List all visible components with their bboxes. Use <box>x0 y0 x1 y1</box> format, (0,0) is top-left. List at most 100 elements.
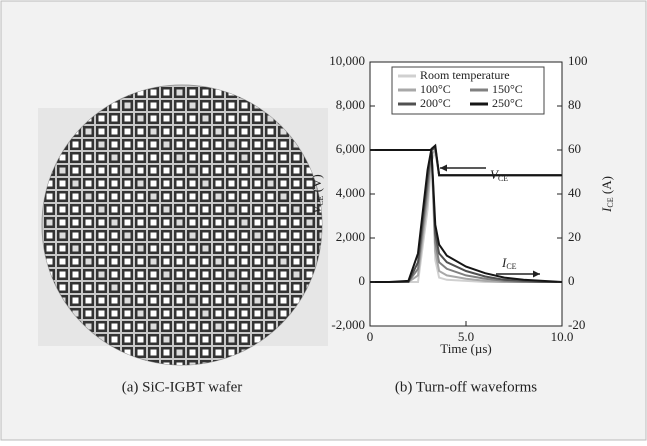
chip-core <box>189 89 196 96</box>
chip-core <box>176 258 183 265</box>
y-axis-label: VCE (V) <box>309 174 325 213</box>
chip-core <box>150 297 157 304</box>
chip-core <box>215 180 222 187</box>
chip-core <box>137 310 144 317</box>
chip-core <box>98 297 105 304</box>
arrowhead <box>440 164 447 172</box>
chip-core <box>163 323 170 330</box>
chip-core <box>228 245 235 252</box>
chip-core <box>241 193 248 200</box>
chip-core <box>202 297 209 304</box>
chip-core <box>241 141 248 148</box>
chip-core <box>215 206 222 213</box>
chip-core <box>163 271 170 278</box>
chip-core <box>202 271 209 278</box>
chip-core <box>215 154 222 161</box>
chip-core <box>124 102 131 109</box>
chip-core <box>241 154 248 161</box>
chip-core <box>72 167 79 174</box>
legend-label: Room temperature <box>420 68 510 82</box>
chip-core <box>163 219 170 226</box>
chip-core <box>176 297 183 304</box>
chart-caption: (b) Turn-off waveforms <box>395 379 537 395</box>
chip-core <box>319 219 322 226</box>
chip-core <box>59 232 66 239</box>
arrowhead <box>533 270 540 278</box>
chip-core <box>163 362 170 365</box>
chip-core <box>241 232 248 239</box>
chip-core <box>176 154 183 161</box>
chip-core <box>267 310 274 317</box>
chip-core <box>150 141 157 148</box>
chip-core <box>163 232 170 239</box>
chip-core <box>137 258 144 265</box>
chip-core <box>85 193 92 200</box>
chip-core <box>293 284 300 291</box>
chip-core <box>163 115 170 122</box>
chip-core <box>98 336 105 343</box>
chip-core <box>98 245 105 252</box>
chip-core <box>189 115 196 122</box>
chip-core <box>267 271 274 278</box>
chip-core <box>176 193 183 200</box>
chip-core <box>59 206 66 213</box>
chip-core <box>306 232 313 239</box>
chip-core <box>280 128 287 135</box>
chip-core <box>150 102 157 109</box>
chip-core <box>150 115 157 122</box>
chip-core <box>98 271 105 278</box>
chip-core <box>124 245 131 252</box>
chip-core <box>111 219 118 226</box>
y-tick-label: 4,000 <box>336 185 365 200</box>
chip-core <box>59 193 66 200</box>
chip-core <box>72 141 79 148</box>
chip-core <box>137 128 144 135</box>
chip-core <box>254 245 261 252</box>
chip-core <box>150 258 157 265</box>
chip-core <box>254 154 261 161</box>
chip-core <box>111 284 118 291</box>
chip-core <box>137 167 144 174</box>
chip-core <box>176 284 183 291</box>
chip-core <box>163 154 170 161</box>
chip-core <box>163 310 170 317</box>
current-line <box>370 149 563 283</box>
chip-core <box>150 323 157 330</box>
chip-core <box>163 102 170 109</box>
chip-core <box>124 128 131 135</box>
chip-core <box>189 271 196 278</box>
chip-core <box>267 219 274 226</box>
chip-core <box>228 336 235 343</box>
chip-core <box>150 349 157 356</box>
chip-core <box>254 180 261 187</box>
chip-core <box>293 219 300 226</box>
chip-core <box>267 232 274 239</box>
chip-core <box>85 284 92 291</box>
chip-core <box>163 193 170 200</box>
chip-core <box>280 193 287 200</box>
chip-core <box>267 141 274 148</box>
chip-core <box>202 284 209 291</box>
chip-core <box>85 219 92 226</box>
chip-core <box>228 167 235 174</box>
chip-core <box>124 219 131 226</box>
chip-core <box>98 310 105 317</box>
chip-core <box>124 323 131 330</box>
chip-core <box>202 102 209 109</box>
chip-core <box>254 297 261 304</box>
chip-core <box>241 219 248 226</box>
chip-core <box>228 115 235 122</box>
chip-core <box>46 193 53 200</box>
chip-core <box>72 284 79 291</box>
chip-core <box>306 206 313 213</box>
chip-core <box>176 89 183 96</box>
chip-core <box>241 115 248 122</box>
chip-core <box>72 219 79 226</box>
chip-core <box>150 310 157 317</box>
chip-core <box>85 128 92 135</box>
chip-core <box>98 232 105 239</box>
chip-core <box>46 258 53 265</box>
chip-core <box>215 323 222 330</box>
chip-core <box>124 310 131 317</box>
